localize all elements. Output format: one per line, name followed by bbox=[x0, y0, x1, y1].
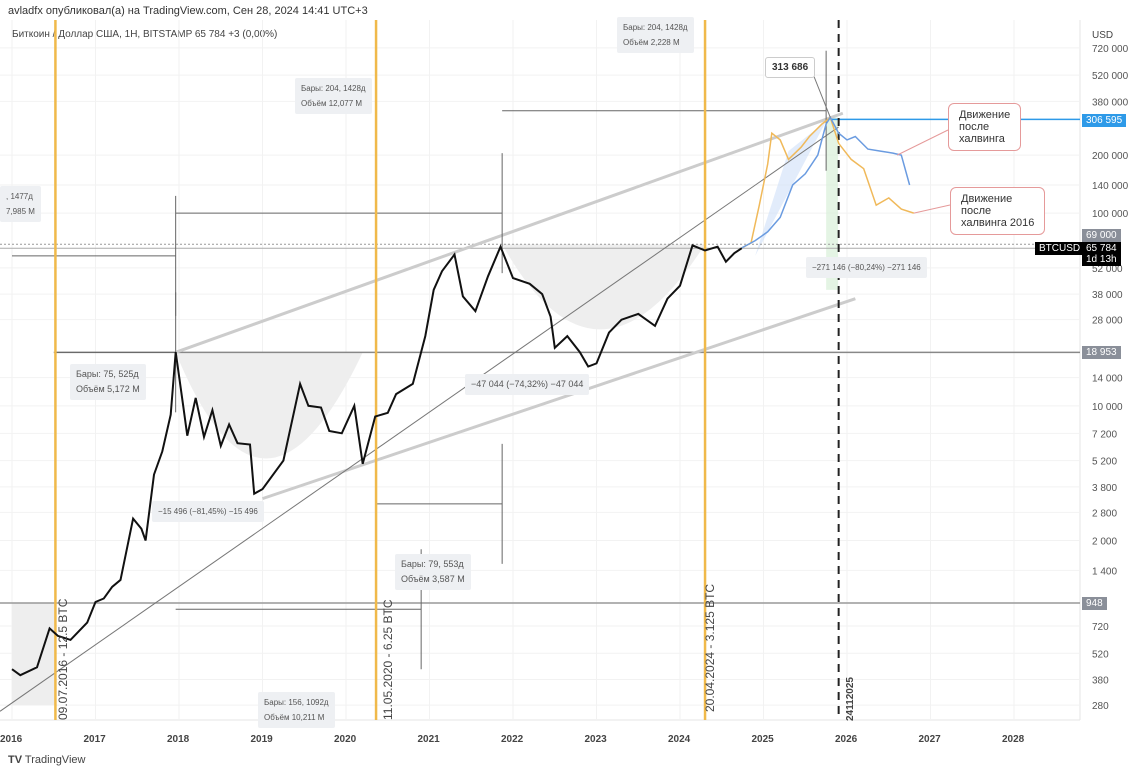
x-tick-label: 2021 bbox=[418, 734, 441, 745]
measure-box: Бары: 156, 1092д Объём 10,211 M bbox=[258, 692, 335, 728]
measure-volume: Объём 3,587 M bbox=[401, 574, 465, 584]
note-pointer bbox=[913, 204, 951, 214]
y-tick-label: 52 000 bbox=[1092, 264, 1123, 275]
y-tick-label: 2 800 bbox=[1092, 508, 1117, 519]
cup-shading-2018 bbox=[175, 352, 363, 459]
x-tick-label: 2019 bbox=[251, 734, 274, 745]
cup-shading-2022 bbox=[502, 244, 706, 330]
measure-bars: Бары: 156, 1092д bbox=[264, 698, 329, 707]
bar-countdown: 1d 13h bbox=[1086, 254, 1117, 265]
measure-volume: Объём 12,077 M bbox=[301, 99, 363, 108]
x-tick-label: 2023 bbox=[585, 734, 608, 745]
x-tick-label: 2018 bbox=[167, 734, 190, 745]
y-tick-label: 100 000 bbox=[1092, 209, 1129, 220]
x-tick-label: 2017 bbox=[84, 734, 107, 745]
trendline-support bbox=[0, 126, 839, 712]
measure-box: Бары: 75, 525д Объём 5,172 M bbox=[70, 364, 146, 400]
target-date-label: 24112025 bbox=[845, 677, 856, 721]
measure-bars: Бары: 204, 1428д bbox=[623, 23, 688, 32]
measure-volume: Объём 5,172 M bbox=[76, 384, 140, 394]
y-tick-label: 520 bbox=[1092, 649, 1109, 660]
y-tick-label: 140 000 bbox=[1092, 181, 1129, 192]
measure-bars: Бары: 75, 525д bbox=[76, 369, 139, 379]
cup-shading-2015 bbox=[12, 603, 56, 706]
symbol-legend: Биткоин / Доллар США, 1H, BITSTAMP 65 78… bbox=[12, 29, 278, 40]
x-tick-label: 2024 bbox=[668, 734, 691, 745]
y-tick-label: 2 000 bbox=[1092, 537, 1117, 548]
series-line-halving-2016 bbox=[741, 116, 915, 249]
y-tick-label: 14 000 bbox=[1092, 374, 1123, 385]
halving-label-2020: 11.05.2020 - 6.25 BTC bbox=[381, 599, 395, 720]
y-tick-label: 10 000 bbox=[1092, 402, 1123, 413]
trendline-lower bbox=[262, 297, 856, 501]
drawdown-label: −47 044 (−74,32%) −47 044 bbox=[465, 374, 590, 395]
y-tick-label: 1 400 bbox=[1092, 566, 1117, 577]
y-tick-label: 380 bbox=[1092, 676, 1109, 687]
price-badge-948: 948 bbox=[1082, 597, 1107, 610]
measure-bars: Бары: 79, 553д bbox=[401, 559, 464, 569]
y-tick-label: 7 200 bbox=[1092, 429, 1117, 440]
y-tick-label: 720 bbox=[1092, 622, 1109, 633]
x-tick-label: 2027 bbox=[919, 734, 942, 745]
halving-label-2024: 20.04.2024 - 3.125 BTC bbox=[703, 583, 717, 712]
y-tick-label: 280 bbox=[1092, 701, 1109, 712]
measure-volume: Объём 2,228 M bbox=[623, 38, 680, 47]
measure-volume: 7,985 M bbox=[6, 207, 35, 216]
y-tick-label: 200 000 bbox=[1092, 151, 1129, 162]
price-badge-18953: 18 953 bbox=[1082, 346, 1121, 359]
measure-bars: Бары: 204, 1428д bbox=[301, 84, 366, 93]
price-badge-69000: 69 000 bbox=[1082, 229, 1121, 242]
last-price-badge: 65 784 1d 13h bbox=[1082, 242, 1121, 266]
note-post-halving-2016: Движение после халвинга 2016 bbox=[950, 187, 1046, 235]
trendline-upper bbox=[175, 111, 844, 354]
measure-volume: Объём 10,211 M bbox=[264, 713, 325, 722]
y-tick-label: 38 000 bbox=[1092, 290, 1123, 301]
tradingview-logo[interactable]: TV TradingView bbox=[8, 754, 85, 766]
y-tick-label: 380 000 bbox=[1092, 97, 1129, 108]
x-tick-label: 2026 bbox=[835, 734, 858, 745]
y-tick-label: 28 000 bbox=[1092, 316, 1123, 327]
x-tick-label: 2016 bbox=[0, 734, 23, 745]
drawdown-label: −271 146 (−80,24%) −271 146 bbox=[806, 257, 927, 278]
measure-box: Бары: 79, 553д Объём 3,587 M bbox=[395, 554, 471, 590]
y-tick-label: 720 000 bbox=[1092, 44, 1129, 55]
x-tick-label: 2022 bbox=[501, 734, 524, 745]
x-tick-label: 2020 bbox=[334, 734, 357, 745]
last-price: 65 784 bbox=[1086, 243, 1117, 254]
peak-zone bbox=[826, 117, 839, 290]
peak-price-label: 313 686 bbox=[765, 57, 816, 78]
currency-label[interactable]: USD bbox=[1090, 29, 1116, 42]
note-pointer bbox=[896, 129, 949, 156]
price-badge-top: 306 595 bbox=[1082, 114, 1127, 127]
measure-box: , 1477д 7,985 M bbox=[0, 186, 41, 222]
series-line-halving bbox=[741, 116, 911, 249]
projection-fill bbox=[755, 121, 827, 256]
note-post-halving: Движение после халвинга bbox=[948, 103, 1022, 151]
tv-logo-icon: TV bbox=[8, 754, 23, 766]
measure-box: Бары: 204, 1428д Объём 2,228 M bbox=[617, 17, 694, 53]
y-tick-label: 520 000 bbox=[1092, 71, 1129, 82]
x-tick-label: 2028 bbox=[1002, 734, 1025, 745]
y-tick-label: 5 200 bbox=[1092, 457, 1117, 468]
series-line-btcusd bbox=[11, 244, 743, 677]
publisher-line: avladfx опубликовал(а) на TradingView.co… bbox=[8, 5, 368, 17]
symbol-badge: BTCUSD bbox=[1035, 242, 1085, 255]
logo-text: TradingView bbox=[24, 754, 86, 766]
drawdown-label: −15 496 (−81,45%) −15 496 bbox=[152, 501, 264, 522]
x-tick-label: 2025 bbox=[752, 734, 775, 745]
y-tick-label: 3 800 bbox=[1092, 483, 1117, 494]
measure-box: Бары: 204, 1428д Объём 12,077 M bbox=[295, 78, 372, 114]
halving-label-2016: 09.07.2016 - 12.5 BTC bbox=[56, 598, 70, 720]
measure-bars: , 1477д bbox=[6, 192, 33, 201]
